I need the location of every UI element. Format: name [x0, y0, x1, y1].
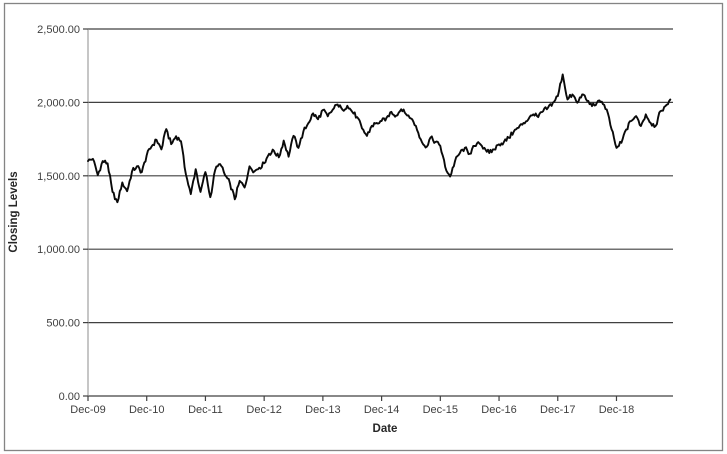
figure-border-layer	[3, 2, 724, 452]
x-tick-label: Dec-11	[188, 404, 223, 416]
x-tick-label: Dec-15	[423, 404, 458, 416]
x-tick-label: Dec-12	[246, 404, 281, 416]
y-tick-label: 2,500.00	[37, 24, 80, 36]
y-tick-label: 500.00	[46, 318, 80, 330]
tick-layer: 0.00 500.00 1,000.00 1,500.00 2,000.00 2,500.…	[37, 24, 634, 416]
y-tick-label: 0.00	[59, 391, 80, 403]
x-tick-label: Dec-16	[481, 404, 516, 416]
y-tick-label: 1,000.00	[37, 244, 80, 256]
figure-border	[3, 2, 724, 452]
y-axis-title: Closing Levels	[8, 171, 20, 252]
x-tick-label: Dec-13	[305, 404, 340, 416]
x-tick-label: Dec-10	[129, 404, 164, 416]
closing-levels-series-line	[87, 73, 672, 204]
y-tick-label: 2,000.00	[37, 97, 80, 109]
x-tick-label: Dec-09	[70, 404, 105, 416]
y-tick-label: 1,500.00	[37, 171, 80, 183]
x-tick-label: Dec-17	[540, 404, 575, 416]
x-axis-title: Date	[373, 423, 398, 435]
x-tick-label: Dec-18	[599, 404, 634, 416]
series-layer	[87, 73, 672, 204]
x-tick-label: Dec-14	[364, 404, 399, 416]
gridline-layer	[87, 28, 673, 397]
